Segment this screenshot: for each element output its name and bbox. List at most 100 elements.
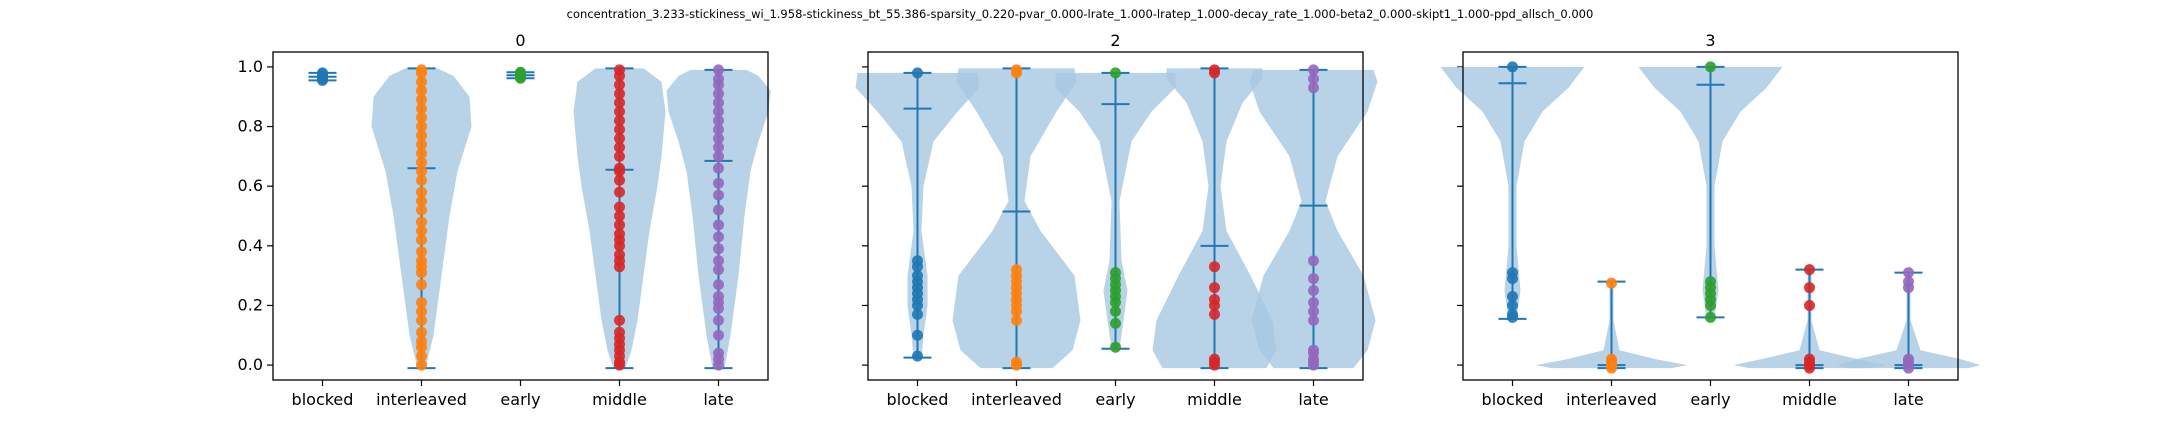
x-tick-label: early	[1690, 390, 1730, 409]
data-point	[416, 112, 427, 124]
violin-blocked	[308, 67, 337, 86]
data-point	[317, 67, 328, 79]
x-tick-label: early	[1095, 390, 1135, 409]
subplot-title: 3	[1705, 31, 1715, 50]
data-point	[1804, 264, 1815, 276]
data-point	[1011, 264, 1022, 276]
violin-late	[666, 64, 771, 371]
data-point	[713, 64, 724, 76]
data-point	[713, 243, 724, 255]
y-tick-label: 0.8	[238, 117, 263, 136]
data-point	[614, 79, 625, 91]
violin-early	[506, 66, 535, 84]
data-point	[1705, 276, 1716, 288]
data-point	[1705, 61, 1716, 73]
data-point	[416, 314, 427, 326]
data-point	[614, 150, 625, 162]
data-point	[1308, 64, 1319, 76]
data-point	[713, 279, 724, 291]
data-point	[1606, 277, 1617, 289]
data-point	[1011, 64, 1022, 76]
data-point	[614, 141, 625, 153]
violin-interleaved	[952, 64, 1081, 371]
x-tick-label: middle	[1187, 390, 1242, 409]
violin-middle	[573, 64, 666, 371]
data-point	[614, 186, 625, 198]
data-point	[1209, 64, 1220, 76]
violin-middle	[1152, 64, 1277, 371]
data-point	[614, 124, 625, 136]
x-tick-label: late	[1298, 390, 1328, 409]
data-point	[713, 219, 724, 231]
data-point	[1804, 299, 1815, 311]
data-point	[416, 64, 427, 76]
data-point	[713, 314, 724, 326]
data-point	[614, 228, 625, 240]
y-tick-label: 0.4	[238, 236, 263, 255]
data-point	[912, 350, 923, 362]
data-point	[1606, 353, 1617, 365]
violin-middle	[1733, 264, 1886, 374]
data-point	[614, 314, 625, 326]
data-point	[1308, 296, 1319, 308]
data-point	[1308, 314, 1319, 326]
data-point	[416, 359, 427, 371]
data-point	[912, 255, 923, 267]
data-point	[1507, 267, 1518, 279]
data-point	[614, 97, 625, 109]
data-point	[1209, 353, 1220, 365]
data-point	[614, 88, 625, 100]
data-point	[416, 138, 427, 150]
data-point	[1705, 311, 1716, 323]
data-point	[1308, 73, 1319, 85]
data-point	[1011, 356, 1022, 368]
data-point	[912, 308, 923, 320]
data-point	[416, 335, 427, 347]
violin-blocked	[1440, 61, 1585, 323]
subplot-3: 3 blocked interleaved early middle late	[1440, 31, 1981, 409]
data-point	[416, 156, 427, 168]
data-point	[713, 124, 724, 136]
data-point	[416, 326, 427, 338]
data-point	[515, 66, 526, 78]
subplot-0: 0 0.0 0.2 0.4 0.6 0.8 1.0 blocked interleaved ear…	[238, 31, 771, 409]
axes-frame	[272, 51, 769, 381]
data-point	[713, 204, 724, 216]
x-tick-label: interleaved	[376, 390, 467, 409]
data-point	[416, 174, 427, 186]
data-point	[713, 162, 724, 174]
data-point	[1110, 305, 1121, 317]
data-point	[416, 279, 427, 291]
y-tick-label: 0.6	[238, 176, 263, 195]
data-point	[416, 76, 427, 88]
data-point	[713, 347, 724, 359]
data-point	[1804, 353, 1815, 365]
data-point	[416, 103, 427, 115]
data-point	[416, 305, 427, 317]
data-point	[1308, 344, 1319, 356]
subplot-2: 2 blocked interleaved early middle late	[855, 31, 1378, 409]
data-point	[1110, 67, 1121, 79]
data-point	[713, 329, 724, 341]
data-point	[614, 115, 625, 127]
x-tick-label: interleaved	[971, 390, 1062, 409]
data-point	[1209, 282, 1220, 294]
data-point	[416, 225, 427, 237]
data-point	[416, 147, 427, 159]
data-point	[416, 204, 427, 216]
subplots: 0 0.0 0.2 0.4 0.6 0.8 1.0 blocked interleaved ear…	[238, 31, 1981, 409]
x-tick-label: late	[1893, 390, 1923, 409]
axes-frame	[1462, 51, 1959, 381]
data-point	[1110, 317, 1121, 329]
data-point	[713, 106, 724, 118]
x-tick-label: blocked	[292, 390, 354, 409]
data-point	[713, 231, 724, 243]
data-point	[416, 195, 427, 207]
data-point	[713, 264, 724, 276]
data-point	[614, 64, 625, 76]
data-point	[614, 210, 625, 222]
data-point	[614, 219, 625, 231]
data-point	[1507, 61, 1518, 73]
data-point	[713, 150, 724, 162]
